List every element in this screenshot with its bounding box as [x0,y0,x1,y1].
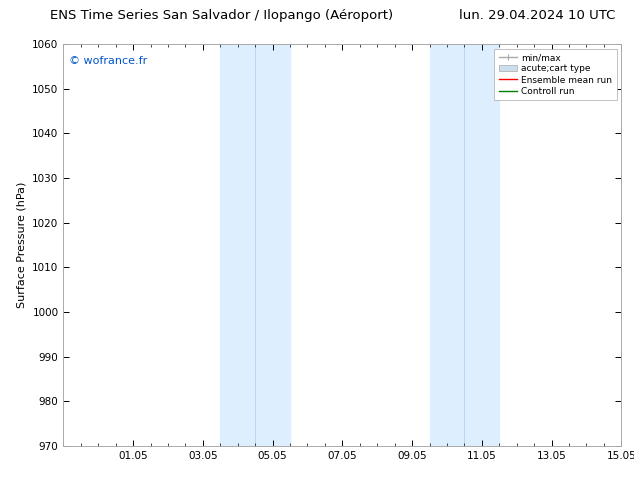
Text: lun. 29.04.2024 10 UTC: lun. 29.04.2024 10 UTC [458,9,615,22]
Y-axis label: Surface Pressure (hPa): Surface Pressure (hPa) [16,182,27,308]
Text: ENS Time Series San Salvador / Ilopango (Aéroport): ENS Time Series San Salvador / Ilopango … [50,9,394,22]
Legend: min/max, acute;cart type, Ensemble mean run, Controll run: min/max, acute;cart type, Ensemble mean … [495,49,617,100]
Text: © wofrance.fr: © wofrance.fr [69,56,147,66]
Bar [429,44,500,446]
Bar [221,44,290,446]
